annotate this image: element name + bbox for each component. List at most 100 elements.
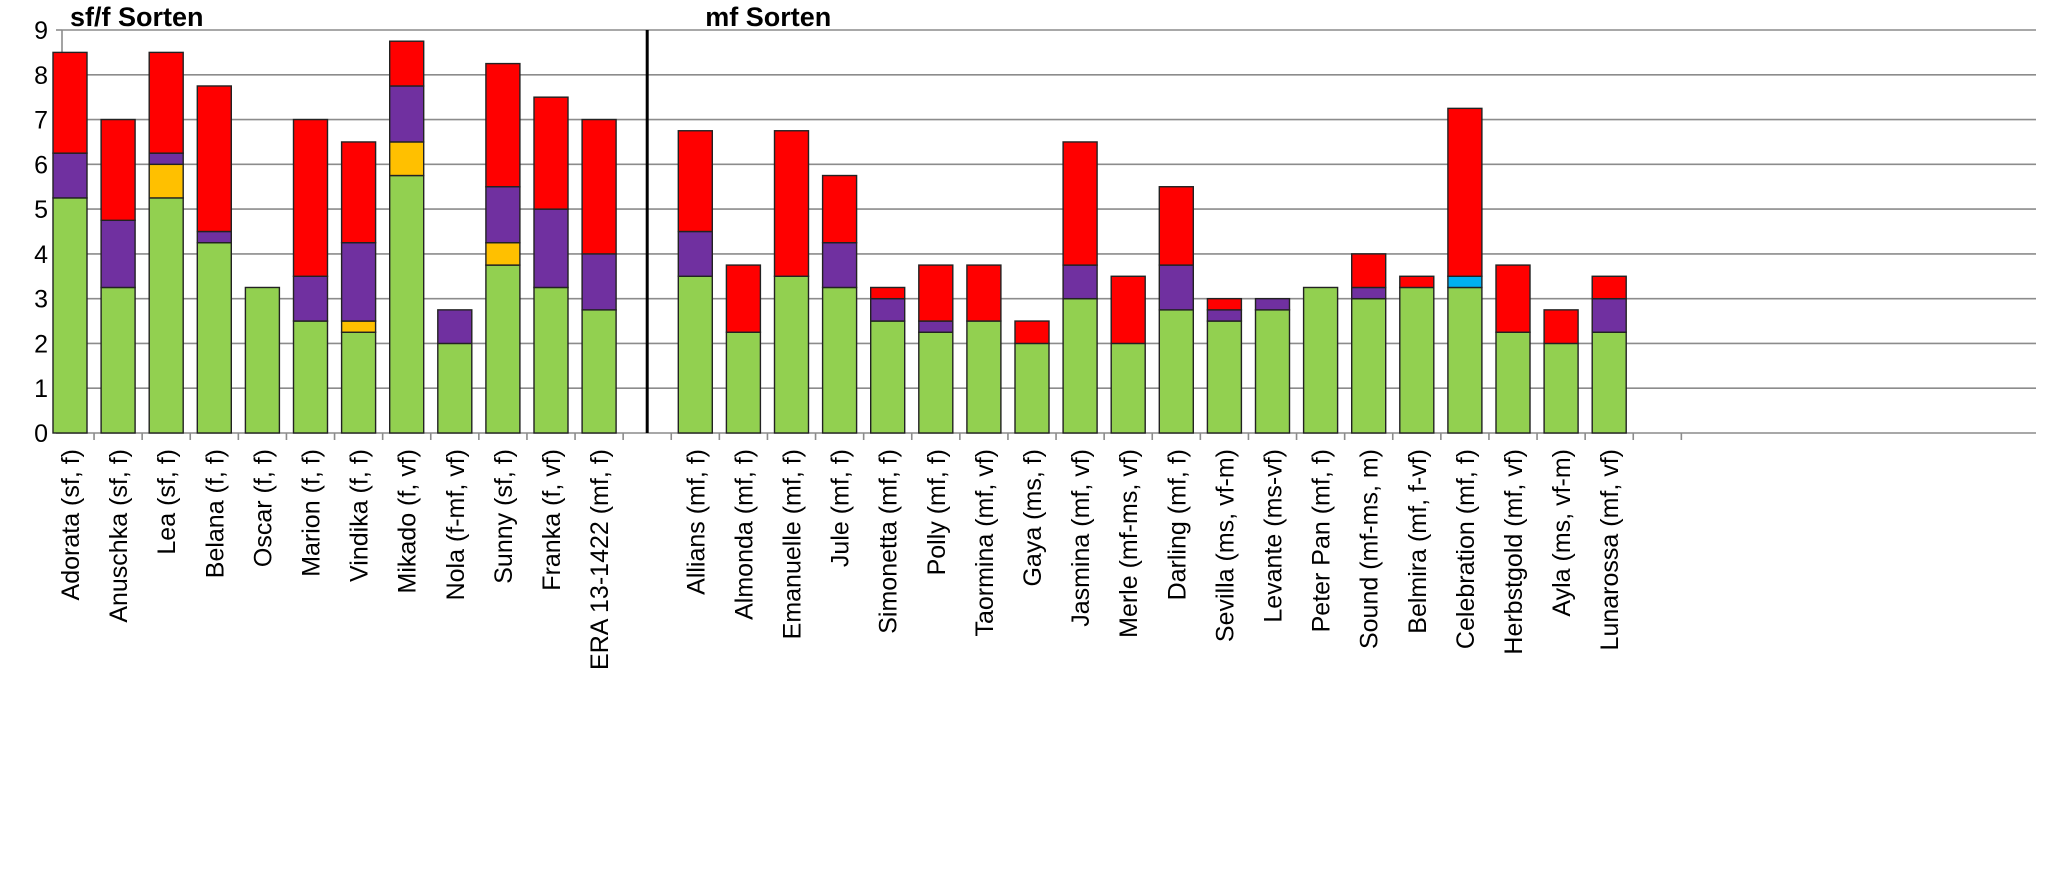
bar-segment xyxy=(581,118,617,255)
bar-segment xyxy=(1350,297,1387,434)
x-category-label: Belana (f, f) xyxy=(201,449,229,578)
bar-segment xyxy=(1110,275,1146,345)
bar-segment xyxy=(773,275,810,434)
bar-segment xyxy=(1206,309,1243,322)
bar-segment xyxy=(918,331,954,434)
x-category-label: Emanuelle (mf, f) xyxy=(779,449,807,639)
bar-segment xyxy=(1110,342,1146,434)
y-tick-label: 0 xyxy=(34,420,48,448)
bar-segment xyxy=(1399,275,1435,289)
bar-segment xyxy=(437,342,473,434)
bar-segment xyxy=(1062,297,1098,434)
bar-segment xyxy=(918,320,954,333)
bar-segment xyxy=(148,51,184,154)
bar-segment xyxy=(340,141,377,244)
x-category-label: Levante (ms-vf) xyxy=(1260,449,1288,623)
x-category-label: Mikado (f, vf) xyxy=(394,449,422,593)
bar-segment xyxy=(244,286,281,434)
bar-segment xyxy=(100,219,136,289)
x-category-label: Jule (mf, f) xyxy=(827,449,855,567)
bar-segment xyxy=(340,320,377,333)
bar-segment xyxy=(485,241,521,266)
bar-segment xyxy=(821,241,858,289)
x-category-label: Celebration (mf, f) xyxy=(1452,449,1480,649)
x-category-label: Almonda (mf, f) xyxy=(730,449,758,620)
group-label: mf Sorten xyxy=(705,2,831,32)
bar-segment xyxy=(196,241,233,434)
y-tick-label: 6 xyxy=(34,151,48,179)
bar-segment xyxy=(677,230,713,277)
bar-segment xyxy=(918,264,954,322)
bar-segment xyxy=(773,130,810,277)
x-category-label: Taormina (mf, vf) xyxy=(971,449,999,637)
x-category-label: Simonetta (mf, f) xyxy=(875,449,903,634)
bar-segment xyxy=(677,275,713,434)
bar-segment xyxy=(389,40,425,87)
bar-segment xyxy=(485,264,521,434)
x-category-label: Anuschka (sf, f) xyxy=(105,449,133,623)
bar-segment xyxy=(1350,286,1387,300)
bar-segment xyxy=(148,163,184,199)
bar-segment xyxy=(581,309,617,434)
x-category-label: ERA 13-1422 (mf, f) xyxy=(586,449,614,670)
bar-segment xyxy=(389,141,425,177)
x-category-label: Sound (mf-ms, m) xyxy=(1356,449,1384,649)
bar-segment xyxy=(725,331,762,434)
bar-segment xyxy=(340,331,377,434)
bar-segment xyxy=(1543,309,1579,345)
bar-segment xyxy=(52,51,88,154)
x-category-label: Lunarossa (mf, vf) xyxy=(1596,449,1624,650)
bar-segment xyxy=(1591,331,1627,434)
bar-segment xyxy=(52,197,88,434)
bar-segment xyxy=(148,152,184,166)
x-category-label: Ayla (ms, vf-m) xyxy=(1548,449,1576,617)
bar-segment xyxy=(1014,342,1050,434)
bar-segment xyxy=(485,186,521,244)
bar-segment xyxy=(485,62,521,188)
bar-segment xyxy=(870,286,906,300)
bar-segment xyxy=(1543,342,1579,434)
x-category-label: Gaya (ms, f) xyxy=(1019,449,1047,587)
bar-segment xyxy=(1062,141,1098,266)
x-category-label: Darling (mf, f) xyxy=(1163,449,1191,600)
x-category-label: Belmira (mf, f-vf) xyxy=(1404,449,1432,634)
bar-segment xyxy=(677,130,713,233)
y-tick-label: 7 xyxy=(34,107,48,135)
x-category-label: Adorata (sf, f) xyxy=(57,449,85,600)
bar-segment xyxy=(389,174,425,434)
bar-segment xyxy=(292,275,329,322)
bar-segment xyxy=(437,309,473,345)
bar-segment xyxy=(196,230,233,244)
bar-segment xyxy=(1350,253,1387,289)
bars xyxy=(52,40,1627,434)
bar-segment xyxy=(1302,286,1339,434)
bar-segment xyxy=(1447,107,1483,277)
bar-segment xyxy=(1591,275,1627,300)
bar-segment xyxy=(389,85,425,143)
bar-segment xyxy=(966,320,1002,434)
bar-segment xyxy=(533,208,569,289)
x-category-label: Sunny (sf, f) xyxy=(490,449,518,584)
y-tick-label: 3 xyxy=(34,286,48,314)
bar-segment xyxy=(1591,297,1627,333)
x-category-label: Oscar (f, f) xyxy=(249,449,277,567)
x-category-label: Marion (f, f) xyxy=(298,449,326,577)
bar-segment xyxy=(821,174,858,244)
x-category-label: Allians (mf, f) xyxy=(682,449,710,595)
bar-segment xyxy=(52,152,88,199)
bar-segment xyxy=(1254,297,1291,311)
bar-segment xyxy=(533,96,569,210)
bar-segment xyxy=(292,118,329,277)
bar-segment xyxy=(292,320,329,434)
bar-segment xyxy=(100,118,136,222)
bar-segment xyxy=(870,320,906,434)
y-tick-label: 8 xyxy=(34,62,48,90)
bar-segment xyxy=(1206,320,1243,434)
bar-segment xyxy=(1158,264,1195,311)
x-category-label: Polly (mf, f) xyxy=(923,449,951,575)
bar-segment xyxy=(1158,186,1195,266)
x-category-label: Sevilla (ms, vf-m) xyxy=(1211,449,1239,642)
bar-segment xyxy=(966,264,1002,322)
y-tick-label: 1 xyxy=(34,375,48,403)
